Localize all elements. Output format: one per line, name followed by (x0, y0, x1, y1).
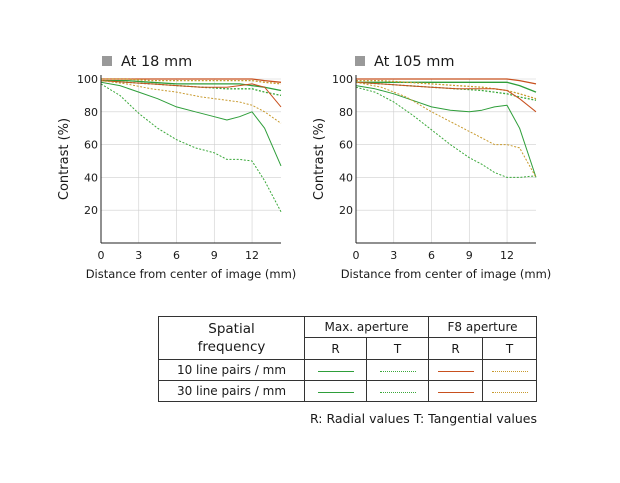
x-tick-label: 0 (353, 249, 360, 262)
max-aperture-header: Max. aperture (303, 316, 430, 338)
y-tick-label: 60 (84, 139, 98, 152)
x-tick-label: 6 (428, 249, 435, 262)
cell-max-t-30 (366, 380, 430, 402)
x-tick-label: 3 (135, 249, 142, 262)
y-axis-label: Contrast (%) (312, 118, 327, 200)
cell-f8-r-30 (428, 380, 484, 402)
swatch-max-r-30 (317, 391, 354, 393)
x-tick-label: 3 (390, 249, 397, 262)
series-line-f8-r-10 (101, 78, 282, 83)
series-line-max-r-30 (100, 81, 282, 167)
swatch-f8-t-10 (491, 370, 528, 372)
swatch-max-t-10 (379, 370, 416, 372)
chart-title: At 105 mm (374, 54, 455, 70)
spatial-header-line2: frequency (197, 339, 266, 355)
max-r-header: R (303, 337, 368, 360)
row-label-10lp: 10 line pairs / mm (158, 359, 305, 381)
legend-row-10lp: 10 line pairs / mm (158, 359, 537, 381)
f8-r-header: R (428, 337, 484, 360)
x-tick-label: 6 (173, 249, 180, 262)
y-tick-label: 20 (339, 204, 353, 217)
spatial-header-line1: Spatial (208, 321, 255, 337)
series-line-f8-t-30 (355, 81, 537, 178)
y-axis-label: Contrast (%) (57, 118, 72, 200)
y-tick-label: 100 (332, 73, 353, 86)
cell-f8-t-30 (482, 380, 537, 402)
x-tick-label: 9 (211, 249, 218, 262)
series-line-f8-t-30 (100, 80, 282, 124)
y-tick-label: 20 (84, 204, 98, 217)
title-square-icon (355, 56, 365, 66)
series-line-max-t-30 (100, 83, 282, 213)
swatch-f8-r-10 (437, 370, 474, 372)
legend-row-30lp: 30 line pairs / mm (158, 380, 537, 402)
y-tick-label: 80 (84, 106, 98, 119)
cell-f8-t-10 (482, 359, 537, 381)
y-tick-label: 40 (84, 171, 98, 184)
x-tick-label: 12 (500, 249, 514, 262)
x-axis-label: Distance from center of image (mm) (341, 267, 552, 281)
legend-caption: R: Radial values T: Tangential values (310, 411, 537, 426)
swatch-f8-t-30 (491, 391, 528, 393)
swatch-max-r-10 (317, 370, 354, 372)
f8-t-header: T (482, 337, 537, 360)
spatial-frequency-header: Spatial frequency (158, 316, 305, 360)
series-line-max-r-10 (101, 79, 282, 92)
cell-f8-r-10 (428, 359, 484, 381)
series-line-max-t-30 (355, 86, 537, 178)
x-tick-label: 9 (466, 249, 473, 262)
legend-table: Spatial frequency Max. aperture F8 apert… (158, 316, 537, 402)
cell-max-r-10 (303, 359, 368, 381)
cell-max-r-30 (303, 380, 368, 402)
y-tick-label: 100 (77, 73, 98, 86)
series-line-f8-t-10 (101, 78, 282, 85)
row-label-30lp: 30 line pairs / mm (158, 380, 305, 402)
legend-header-row: Spatial frequency Max. aperture F8 apert… (158, 316, 537, 360)
cell-max-t-10 (366, 359, 430, 381)
series-line-max-r-30 (355, 85, 537, 178)
x-axis-label: Distance from center of image (mm) (86, 267, 297, 281)
series-line-f8-t-10 (356, 79, 537, 100)
y-tick-label: 40 (339, 171, 353, 184)
series-line-max-r-10 (356, 81, 537, 93)
chart-18mm: At 18 mm 0 3 6 9 12 20 40 60 80 100 Distance from c… (57, 54, 296, 281)
f8-aperture-header: F8 aperture (428, 316, 537, 338)
chart-title: At 18 mm (121, 54, 192, 70)
y-tick-label: 80 (339, 106, 353, 119)
max-t-header: T (366, 337, 430, 360)
title-square-icon (102, 56, 112, 66)
swatch-max-t-30 (379, 391, 416, 393)
series-line-f8-r-30 (100, 80, 282, 108)
y-tick-label: 60 (339, 139, 353, 152)
series-line-f8-r-30 (355, 81, 537, 113)
x-tick-label: 12 (245, 249, 259, 262)
swatch-f8-r-30 (437, 391, 474, 393)
chart-105mm: At 105 mm 0 3 6 9 12 20 40 60 80 100 Distance from … (312, 54, 551, 281)
x-tick-label: 0 (98, 249, 105, 262)
series-line-f8-r-10 (356, 78, 537, 85)
